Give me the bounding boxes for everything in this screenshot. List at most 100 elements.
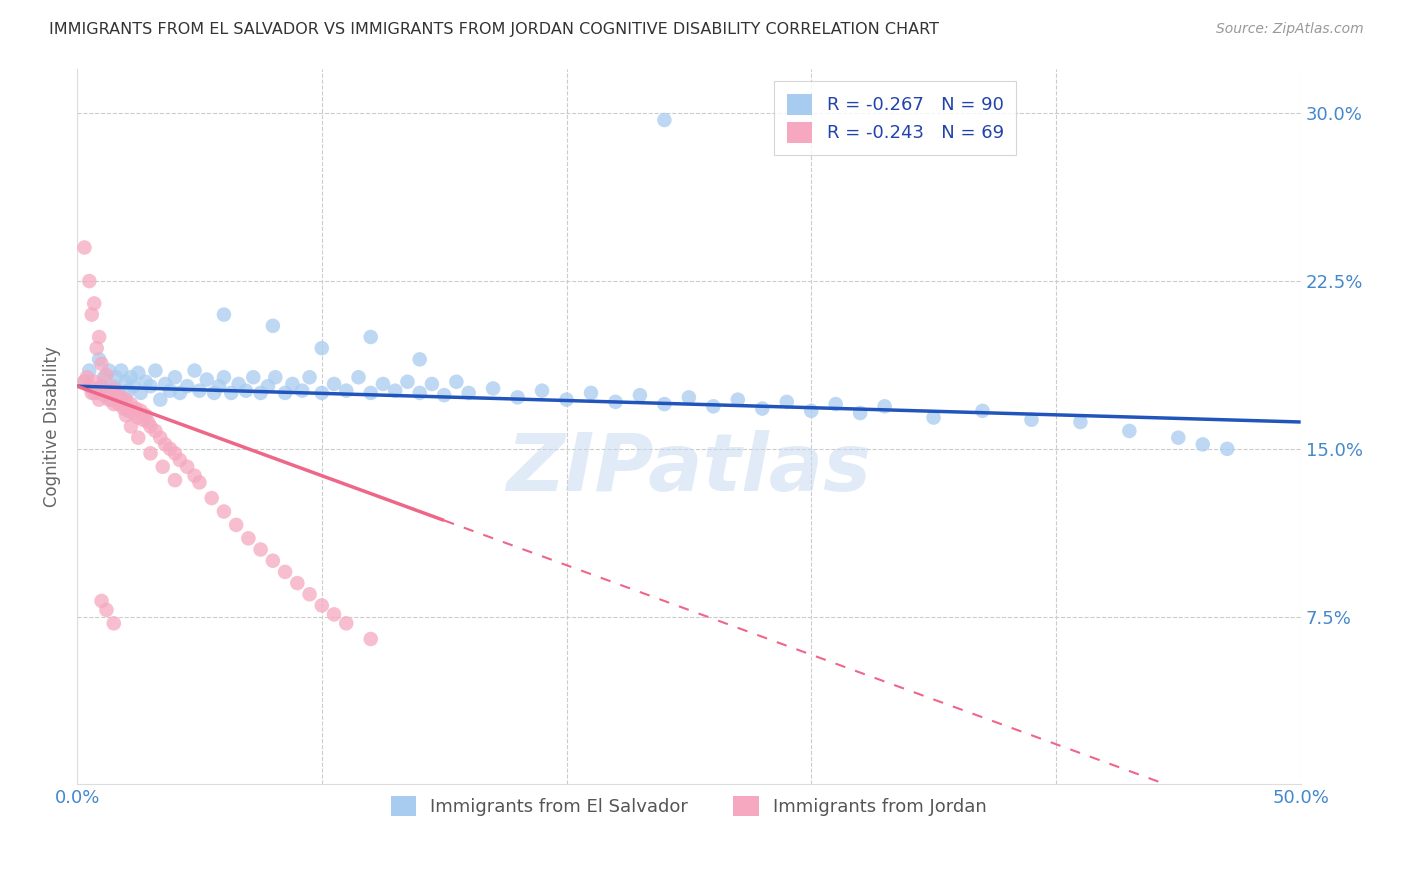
Point xyxy=(73,375,96,389)
Y-axis label: Cognitive Disability: Cognitive Disability xyxy=(44,346,60,507)
Point xyxy=(122,379,145,393)
Point xyxy=(360,632,382,646)
Point xyxy=(103,397,125,411)
Point xyxy=(1069,415,1091,429)
Point xyxy=(105,370,128,384)
Point xyxy=(238,532,260,546)
Point xyxy=(457,385,479,400)
Point xyxy=(212,504,235,518)
Point xyxy=(103,379,125,393)
Point xyxy=(678,391,700,405)
Point xyxy=(219,385,242,400)
Point xyxy=(76,370,98,384)
Point xyxy=(751,401,773,416)
Point xyxy=(169,453,191,467)
Point xyxy=(183,363,205,377)
Point xyxy=(97,363,120,377)
Point xyxy=(188,475,211,490)
Point xyxy=(242,370,264,384)
Point xyxy=(311,341,333,355)
Point xyxy=(482,381,505,395)
Point xyxy=(262,554,284,568)
Point xyxy=(285,576,308,591)
Point xyxy=(163,370,186,384)
Point xyxy=(323,376,346,391)
Point xyxy=(281,376,304,391)
Point xyxy=(262,318,284,333)
Point xyxy=(727,392,749,407)
Point xyxy=(112,392,135,407)
Point xyxy=(107,397,129,411)
Point xyxy=(228,376,250,391)
Point xyxy=(96,384,118,398)
Point xyxy=(257,379,280,393)
Point xyxy=(115,392,138,407)
Point xyxy=(136,415,159,429)
Point xyxy=(132,413,155,427)
Point xyxy=(83,375,105,389)
Point xyxy=(1191,437,1213,451)
Point xyxy=(446,375,468,389)
Point xyxy=(153,376,176,391)
Point xyxy=(122,406,145,420)
Point xyxy=(139,446,162,460)
Point xyxy=(654,397,676,411)
Point xyxy=(202,385,225,400)
Point xyxy=(824,397,846,411)
Point xyxy=(1021,413,1043,427)
Point xyxy=(1216,442,1239,456)
Point xyxy=(249,542,271,557)
Point xyxy=(79,363,101,377)
Point xyxy=(115,409,138,423)
Text: ZIPatlas: ZIPatlas xyxy=(506,431,872,508)
Point xyxy=(90,357,112,371)
Point xyxy=(93,388,115,402)
Point xyxy=(117,384,139,398)
Point xyxy=(139,379,162,393)
Point xyxy=(90,379,112,393)
Point xyxy=(408,352,430,367)
Point xyxy=(225,517,247,532)
Point xyxy=(127,366,149,380)
Point xyxy=(335,616,357,631)
Point xyxy=(80,308,103,322)
Point xyxy=(183,468,205,483)
Point xyxy=(153,437,176,451)
Point xyxy=(360,385,382,400)
Point xyxy=(323,607,346,622)
Point xyxy=(311,385,333,400)
Point xyxy=(212,370,235,384)
Point xyxy=(83,385,105,400)
Point xyxy=(149,431,172,445)
Point xyxy=(291,384,314,398)
Point xyxy=(159,384,181,398)
Point xyxy=(79,379,101,393)
Point xyxy=(86,385,108,400)
Point xyxy=(702,400,724,414)
Point xyxy=(145,363,167,377)
Point xyxy=(605,395,627,409)
Point xyxy=(298,587,321,601)
Point xyxy=(145,424,167,438)
Point xyxy=(163,473,186,487)
Point xyxy=(135,409,157,423)
Point xyxy=(208,379,231,393)
Point xyxy=(96,603,118,617)
Point xyxy=(135,375,157,389)
Point xyxy=(100,385,122,400)
Point xyxy=(110,391,132,405)
Point xyxy=(90,379,112,393)
Point xyxy=(972,404,994,418)
Point xyxy=(311,599,333,613)
Point xyxy=(163,446,186,460)
Point xyxy=(112,401,135,416)
Point xyxy=(86,341,108,355)
Point xyxy=(654,113,676,128)
Point xyxy=(347,370,370,384)
Text: Source: ZipAtlas.com: Source: ZipAtlas.com xyxy=(1216,22,1364,37)
Point xyxy=(531,384,554,398)
Point xyxy=(420,376,443,391)
Point xyxy=(96,368,118,382)
Point xyxy=(169,385,191,400)
Point xyxy=(73,240,96,254)
